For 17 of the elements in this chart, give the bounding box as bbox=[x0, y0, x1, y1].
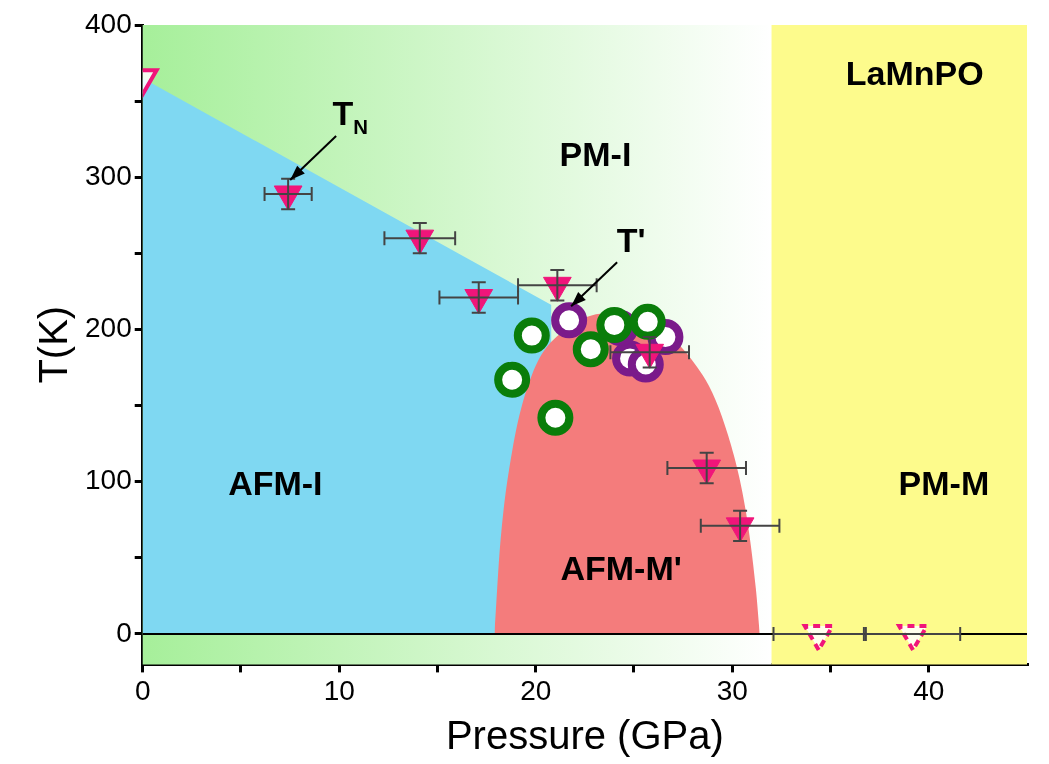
x-tick-label: 20 bbox=[520, 674, 552, 706]
y-axis-title: T(K) bbox=[31, 305, 76, 384]
y-tick-label: 0 bbox=[116, 616, 132, 648]
x-tick-label: 30 bbox=[716, 674, 748, 706]
y-tick-label: 200 bbox=[85, 312, 132, 344]
annotation: PM-M bbox=[898, 463, 990, 502]
annotation: PM-I bbox=[559, 135, 632, 174]
y-tick-label: 400 bbox=[85, 7, 132, 39]
annotation: LaMnPO bbox=[845, 53, 984, 92]
x-tick-label: 10 bbox=[323, 674, 355, 706]
x-axis-title: Pressure (GPa) bbox=[445, 713, 724, 758]
annotation: AFM-M' bbox=[560, 549, 682, 588]
x-tick-label: 40 bbox=[913, 674, 945, 706]
annotation: AFM-I bbox=[228, 463, 323, 502]
y-tick-label: 300 bbox=[85, 159, 132, 191]
annotation: T' bbox=[616, 220, 646, 259]
y-tick-label: 100 bbox=[85, 464, 132, 496]
